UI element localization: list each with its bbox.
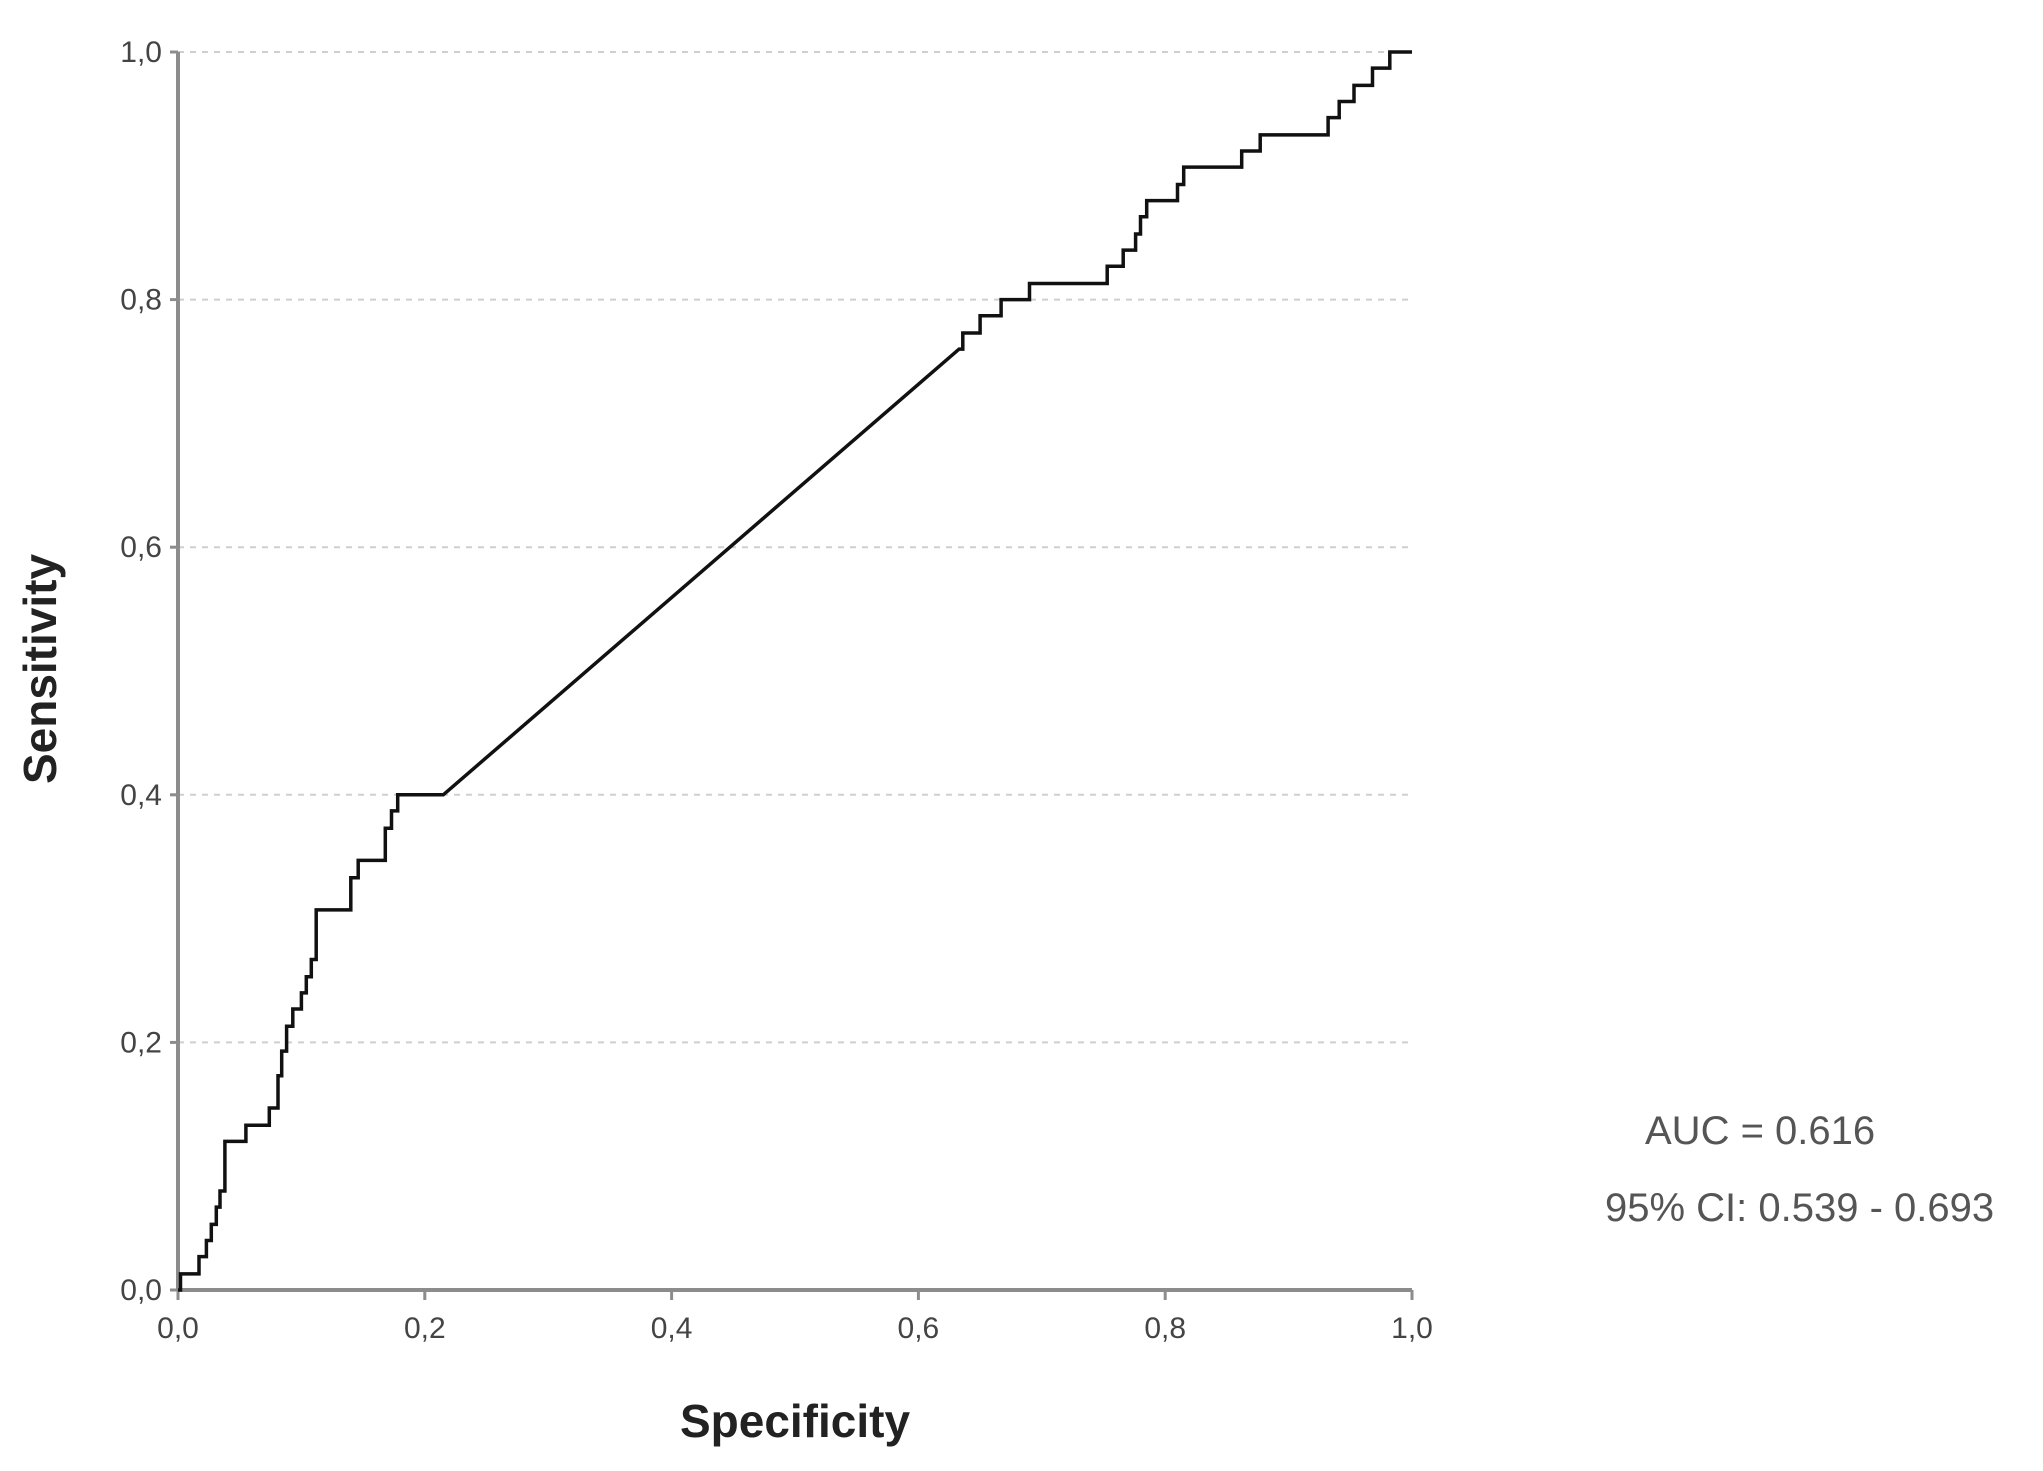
x-tick-label: 0,0 bbox=[157, 1312, 199, 1345]
grid-layer bbox=[178, 51, 1412, 1044]
roc-curve bbox=[178, 50, 1412, 1292]
y-tick-label: 0,4 bbox=[120, 779, 162, 812]
y-tick-label: 0,8 bbox=[120, 284, 162, 317]
x-tick-label: 1,0 bbox=[1391, 1312, 1433, 1345]
axes-layer bbox=[176, 52, 1412, 1292]
ticks-layer: 0,0 0,2 0,4 0,6 0,8 1,0 0,0 0,2 0,4 0,6 0,8 1,0 bbox=[120, 36, 1433, 1345]
x-tick-label: 0,6 bbox=[898, 1312, 940, 1345]
series-layer bbox=[178, 50, 1412, 1292]
x-tick-label: 0,2 bbox=[404, 1312, 446, 1345]
y-tick-label: 0,0 bbox=[120, 1274, 162, 1307]
x-tick-label: 0,8 bbox=[1144, 1312, 1186, 1345]
y-tick-label: 0,2 bbox=[120, 1026, 162, 1059]
y-axis-title: Sensitivity bbox=[14, 554, 66, 785]
y-tick-label: 1,0 bbox=[120, 36, 162, 69]
x-axis-title: Specificity bbox=[680, 1395, 911, 1447]
auc-annotation: AUC = 0.616 bbox=[1645, 1109, 1875, 1153]
x-tick-label: 0,4 bbox=[651, 1312, 693, 1345]
y-tick-label: 0,6 bbox=[120, 531, 162, 564]
ci-annotation: 95% CI: 0.539 - 0.693 bbox=[1605, 1186, 1994, 1230]
